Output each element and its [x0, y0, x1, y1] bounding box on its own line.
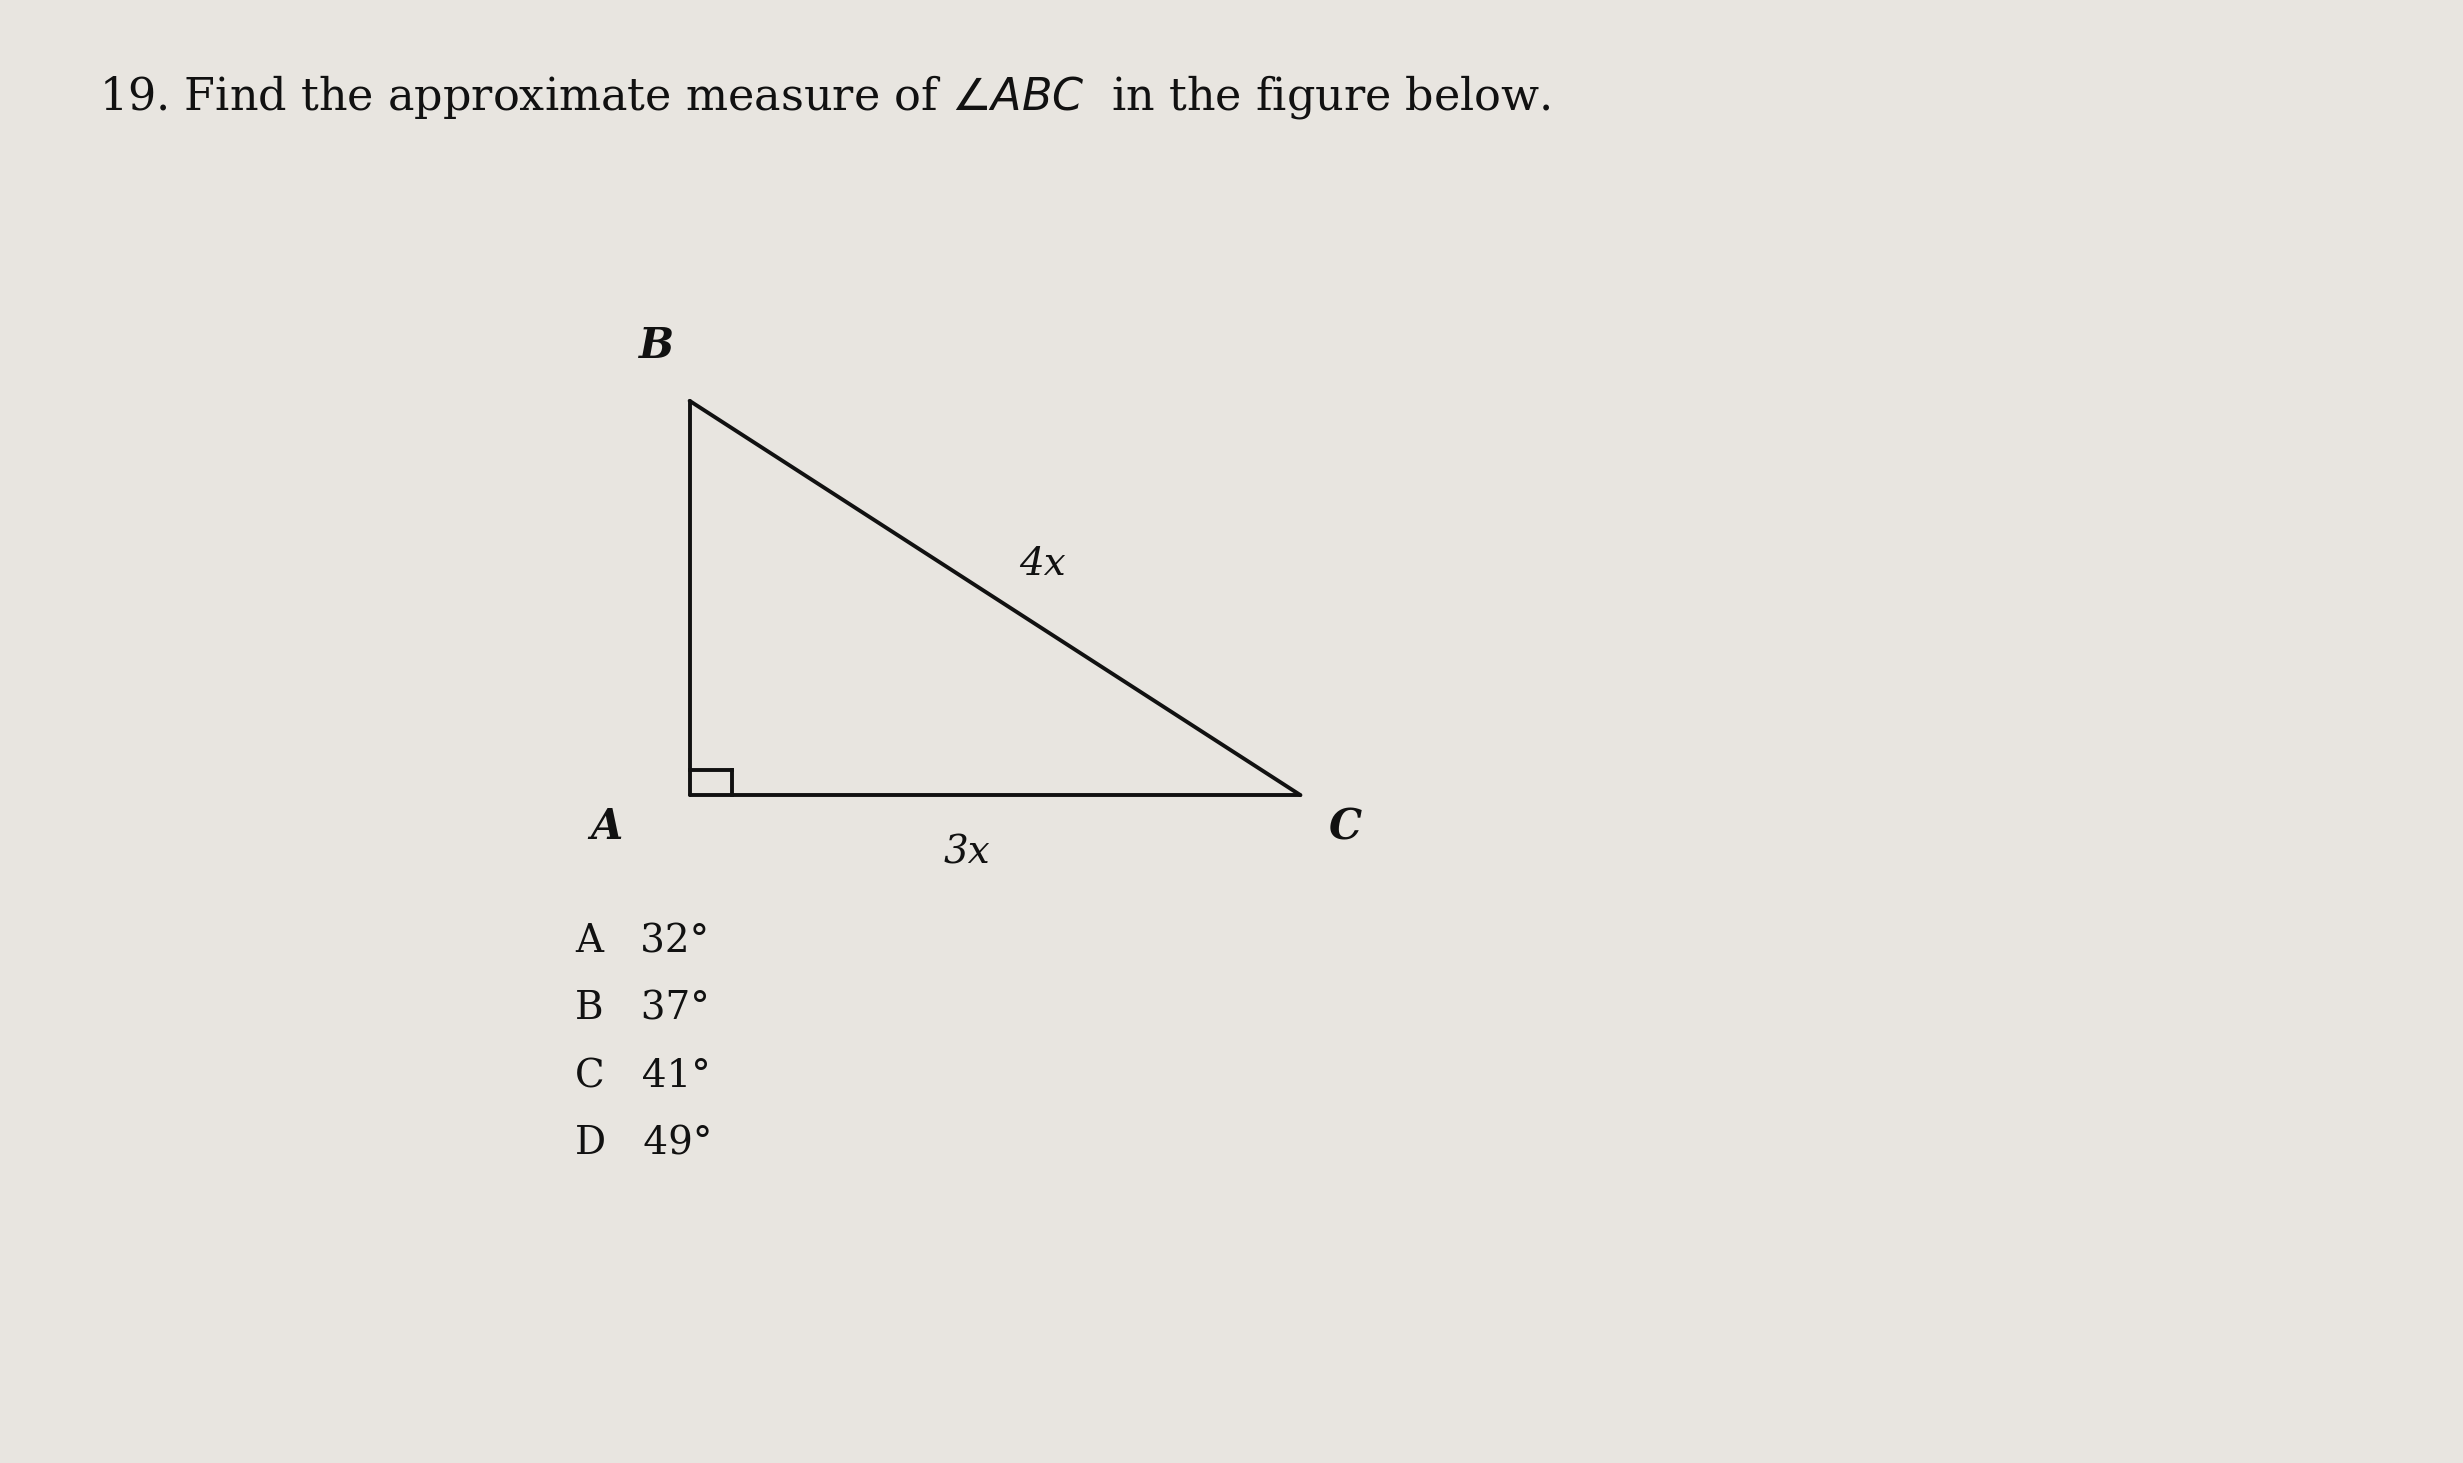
- Text: B   37°: B 37°: [574, 990, 709, 1027]
- Text: A: A: [591, 806, 623, 849]
- Text: C   41°: C 41°: [574, 1058, 712, 1096]
- Text: A   32°: A 32°: [574, 923, 709, 960]
- Text: D   49°: D 49°: [574, 1127, 712, 1163]
- Text: 3x: 3x: [943, 834, 990, 872]
- Text: C: C: [1330, 806, 1362, 849]
- Text: 19. Find the approximate measure of $\angle ABC$  in the figure below.: 19. Find the approximate measure of $\an…: [99, 73, 1549, 121]
- Text: 4x: 4x: [1020, 546, 1066, 582]
- Text: B: B: [640, 325, 675, 367]
